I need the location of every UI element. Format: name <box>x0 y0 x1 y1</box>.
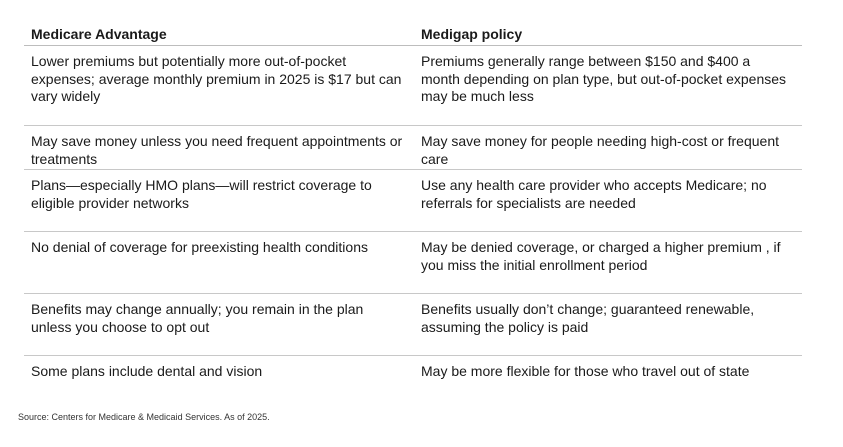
medicare-advantage-cell: No denial of coverage for preexisting he… <box>31 239 368 255</box>
table-row: No denial of coverage for preexisting he… <box>24 232 802 294</box>
header-medigap-policy: Medigap policy <box>421 26 523 42</box>
table-row: Benefits may change annually; you remain… <box>24 294 802 356</box>
table-header-row: Medicare Advantage Medigap policy <box>24 22 802 46</box>
medigap-cell: May be more flexible for those who trave… <box>421 363 750 379</box>
medicare-advantage-cell: Benefits may change annually; you remain… <box>31 301 364 335</box>
medigap-cell: Use any health care provider who accepts… <box>421 177 767 211</box>
source-note: Source: Centers for Medicare & Medicaid … <box>18 412 270 422</box>
medigap-cell: Premiums generally range between $150 an… <box>421 53 787 104</box>
medicare-advantage-cell: Plans—especially HMO plans—will restrict… <box>31 177 372 211</box>
table-row: Some plans include dental and vision May… <box>24 356 802 400</box>
medicare-advantage-cell: Lower premiums but potentially more out-… <box>31 53 402 104</box>
medigap-cell: Benefits usually don’t change; guarantee… <box>421 301 755 335</box>
medicare-advantage-cell: May save money unless you need frequent … <box>31 133 403 167</box>
header-medicare-advantage: Medicare Advantage <box>31 26 167 42</box>
comparison-table: Medicare Advantage Medigap policy Lower … <box>24 22 802 400</box>
table-row: Lower premiums but potentially more out-… <box>24 46 802 126</box>
medicare-advantage-cell: Some plans include dental and vision <box>31 363 263 379</box>
medigap-cell: May be denied coverage, or charged a hig… <box>421 239 781 273</box>
table-row: May save money unless you need frequent … <box>24 126 802 170</box>
table-row: Plans—especially HMO plans—will restrict… <box>24 170 802 232</box>
medigap-cell: May save money for people needing high-c… <box>421 133 779 167</box>
